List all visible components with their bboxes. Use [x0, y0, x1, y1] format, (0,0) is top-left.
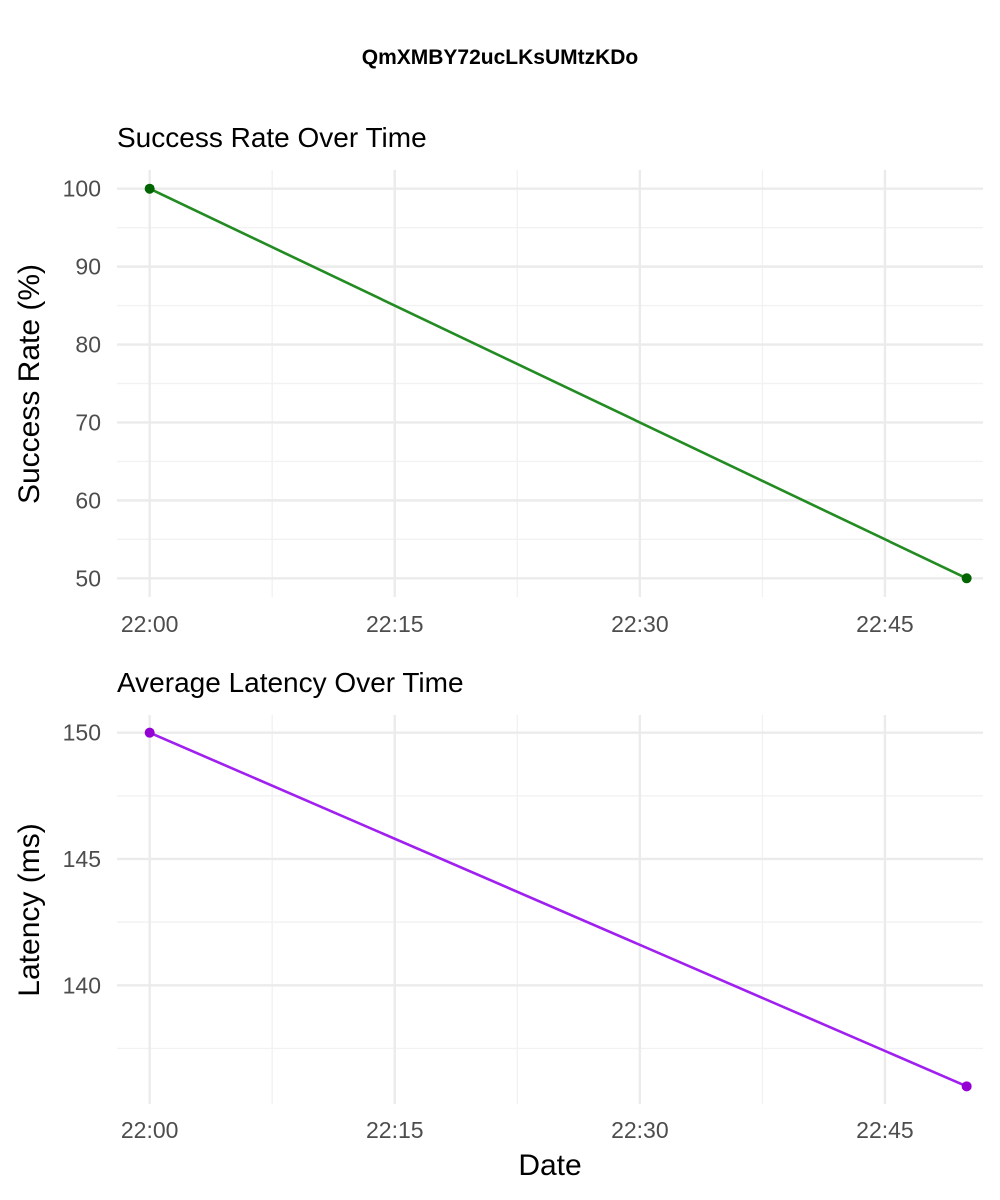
data-point [144, 183, 155, 194]
y-tick-labels: 50 60 70 80 90 100 [63, 176, 101, 592]
data-point [961, 573, 972, 584]
panel-title: Success Rate Over Time [117, 122, 427, 153]
grid [117, 715, 983, 1104]
x-tick-label: 22:00 [121, 1117, 179, 1143]
x-tick-labels: 22:00 22:15 22:30 22:45 [121, 1117, 914, 1143]
y-tick-label: 150 [63, 720, 101, 746]
y-tick-label: 80 [75, 332, 101, 358]
x-axis-title: Date [518, 1149, 581, 1182]
x-tick-label: 22:15 [366, 1117, 424, 1143]
series [144, 183, 972, 584]
series-line [149, 731, 968, 1088]
grid [117, 170, 983, 597]
y-tick-label: 50 [75, 565, 101, 591]
x-tick-label: 22:30 [611, 611, 669, 637]
x-tick-label: 22:00 [121, 611, 179, 637]
y-tick-label: 90 [75, 254, 101, 280]
panel-title: Average Latency Over Time [117, 667, 464, 698]
x-tick-label: 22:30 [611, 1117, 669, 1143]
y-tick-label: 70 [75, 409, 101, 435]
figure-title: QmXMBY72ucLKsUMtzKDo [362, 46, 639, 69]
data-point [144, 727, 155, 738]
y-tick-label: 140 [63, 972, 101, 998]
data-point [961, 1081, 972, 1092]
y-tick-label: 145 [63, 846, 101, 872]
y-tick-labels: 140 145 150 [63, 720, 101, 999]
success-rate-panel: Success Rate Over Time 22:00 22:15 22:30 22… [13, 122, 983, 637]
x-tick-label: 22:45 [856, 611, 914, 637]
x-tick-label: 22:15 [366, 611, 424, 637]
x-tick-labels: 22:00 22:15 22:30 22:45 [121, 611, 914, 637]
x-tick-label: 22:45 [856, 1117, 914, 1143]
latency-panel: Average Latency Over Time 22:00 22:15 22:3… [13, 667, 983, 1182]
series [144, 727, 972, 1092]
y-axis-title: Success Rate (%) [13, 264, 46, 504]
y-tick-label: 100 [63, 176, 101, 202]
series-line [149, 187, 968, 580]
y-axis-title: Latency (ms) [13, 823, 46, 996]
y-tick-label: 60 [75, 487, 101, 513]
